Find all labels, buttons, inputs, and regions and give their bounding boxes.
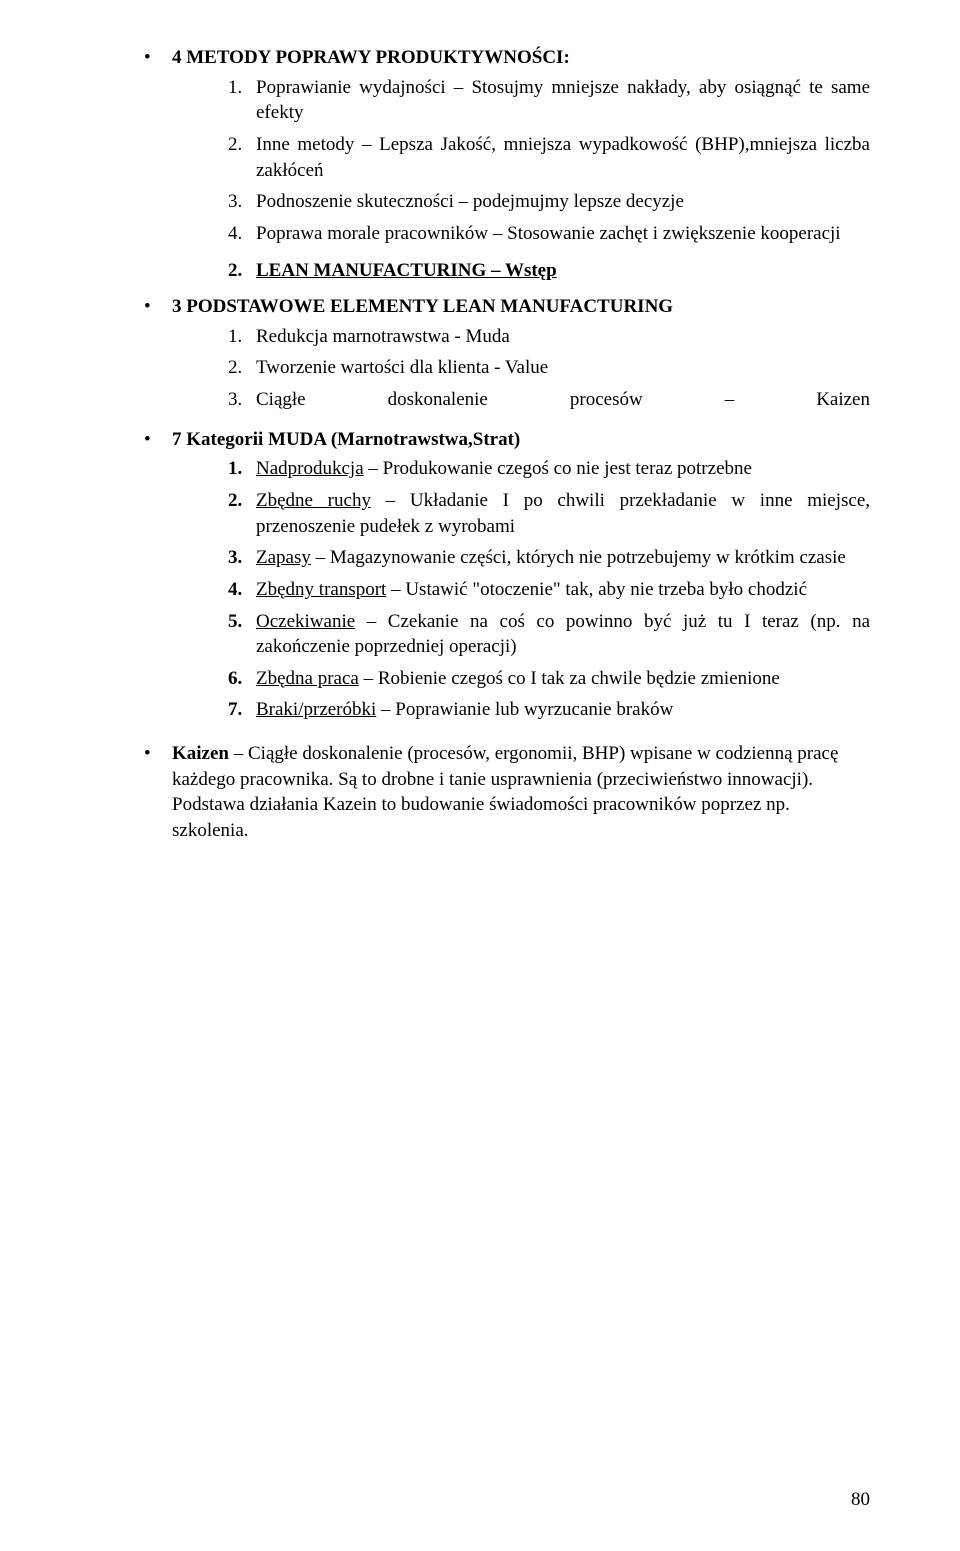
- list-number: 1.: [228, 456, 242, 482]
- word: procesów: [570, 387, 643, 413]
- method-item: 2. Inne metody – Lepsza Jakość, mniejsza …: [214, 132, 870, 183]
- list-number: 5.: [228, 609, 242, 635]
- muda-text: – Robienie czegoś co I tak za chwile będ…: [359, 668, 780, 689]
- list-number: 2.: [228, 132, 242, 158]
- lean-heading-text: LEAN MANUFACTURING – Wstęp: [256, 260, 557, 281]
- list-number: 2.: [228, 488, 242, 514]
- muda-item: 4. Zbędny transport – Ustawić "otoczenie"…: [214, 577, 870, 603]
- method-text: Poprawa morale pracowników – Stosowanie …: [256, 223, 841, 244]
- muda-item: 1. Nadprodukcja – Produkowanie czegoś co …: [214, 456, 870, 482]
- section-muda: 7 Kategorii MUDA (Marnotrawstwa,Strat) 1…: [130, 427, 870, 723]
- list-number: 3.: [228, 189, 242, 215]
- section-methods: 4 METODY POPRAWY PRODUKTYWNOŚCI: 1. Popra…: [130, 45, 870, 844]
- section-elements: 3 PODSTAWOWE ELEMENTY LEAN MANUFACTURING…: [130, 294, 870, 413]
- muda-term: Zbędne ruchy: [256, 490, 371, 511]
- muda-term: Nadprodukcja: [256, 458, 364, 479]
- lean-heading-num: 2.: [228, 258, 242, 284]
- kaizen-paragraph: Kaizen – Ciągłe doskonalenie (procesów, …: [172, 743, 838, 841]
- muda-term: Braki/przeróbki: [256, 699, 376, 720]
- document-page: 4 METODY POPRAWY PRODUKTYWNOŚCI: 1. Popra…: [0, 0, 960, 1551]
- word: doskonalenie: [388, 387, 488, 413]
- muda-list: 1. Nadprodukcja – Produkowanie czegoś co …: [214, 456, 870, 723]
- heading-methods: 4 METODY POPRAWY PRODUKTYWNOŚCI: 1. Popra…: [130, 45, 870, 284]
- muda-item: 6. Zbędna praca – Robienie czegoś co I ta…: [214, 666, 870, 692]
- muda-term: Zapasy: [256, 547, 311, 568]
- muda-text: – Produkowanie czegoś co nie jest teraz …: [364, 458, 752, 479]
- methods-list: 1. Poprawianie wydajności – Stosujmy mnie…: [214, 75, 870, 247]
- method-item: 1. Poprawianie wydajności – Stosujmy mnie…: [214, 75, 870, 126]
- element-item: 1. Redukcja marnotrawstwa - Muda: [214, 324, 870, 350]
- muda-term: Zbędny transport: [256, 579, 386, 600]
- muda-item: 7. Braki/przeróbki – Poprawianie lub wyrz…: [214, 697, 870, 723]
- method-text: Poprawianie wydajności – Stosujmy mniejs…: [256, 77, 870, 124]
- method-text: Podnoszenie skuteczności – podejmujmy le…: [256, 191, 684, 212]
- list-number: 3.: [228, 387, 242, 413]
- list-number: 7.: [228, 697, 242, 723]
- element-3-kaizen-line: Ciągłe doskonalenie procesów – Kaizen: [256, 387, 870, 413]
- word: Kaizen: [816, 387, 870, 413]
- list-number: 6.: [228, 666, 242, 692]
- muda-term: Oczekiwanie: [256, 611, 355, 632]
- muda-term: Zbędna praca: [256, 668, 359, 689]
- lean-heading: 2. LEAN MANUFACTURING – Wstęp: [214, 258, 870, 284]
- muda-text: – Magazynowanie części, których nie potr…: [311, 547, 846, 568]
- elements-heading: 3 PODSTAWOWE ELEMENTY LEAN MANUFACTURING: [172, 296, 673, 317]
- word: –: [725, 387, 735, 413]
- method-text: Inne metody – Lepsza Jakość, mniejsza wy…: [256, 134, 870, 181]
- page-number: 80: [851, 1487, 870, 1513]
- list-number: 2.: [228, 355, 242, 381]
- list-number: 4.: [228, 221, 242, 247]
- muda-text: – Ustawić "otoczenie" tak, aby nie trzeb…: [386, 579, 807, 600]
- element-text: Redukcja marnotrawstwa - Muda: [256, 326, 510, 347]
- section-kaizen: Kaizen – Ciągłe doskonalenie (procesów, …: [130, 741, 870, 844]
- element-item: 2. Tworzenie wartości dla klienta - Value: [214, 355, 870, 381]
- muda-heading: 7 Kategorii MUDA (Marnotrawstwa,Strat): [172, 429, 520, 450]
- method-item: 3. Podnoszenie skuteczności – podejmujmy …: [214, 189, 870, 215]
- word: Ciągłe: [256, 387, 306, 413]
- lean-heading-list: 2. LEAN MANUFACTURING – Wstęp: [214, 258, 870, 284]
- muda-item: 5.Oczekiwanie – Czekanie na coś co powin…: [214, 609, 870, 660]
- kaizen-bold: Kaizen: [172, 743, 229, 764]
- list-number: 4.: [228, 577, 242, 603]
- kaizen-text: – Ciągłe doskonalenie (procesów, ergonom…: [172, 743, 838, 841]
- element-text: Tworzenie wartości dla klienta - Value: [256, 357, 548, 378]
- heading-methods-text: 4 METODY POPRAWY PRODUKTYWNOŚCI:: [172, 47, 570, 68]
- list-number: 3.: [228, 545, 242, 571]
- elements-list: 1. Redukcja marnotrawstwa - Muda 2. Tworze…: [214, 324, 870, 413]
- method-item: 4. Poprawa morale pracowników – Stosowani…: [214, 221, 870, 247]
- element-item: 3. Ciągłe doskonalenie procesów – Kaizen: [214, 387, 870, 413]
- muda-item: 3. Zapasy – Magazynowanie części, których…: [214, 545, 870, 571]
- muda-item: 2.Zbędne ruchy – Układanie I po chwili p…: [214, 488, 870, 539]
- list-number: 1.: [228, 75, 242, 101]
- muda-text: – Poprawianie lub wyrzucanie braków: [376, 699, 673, 720]
- list-number: 1.: [228, 324, 242, 350]
